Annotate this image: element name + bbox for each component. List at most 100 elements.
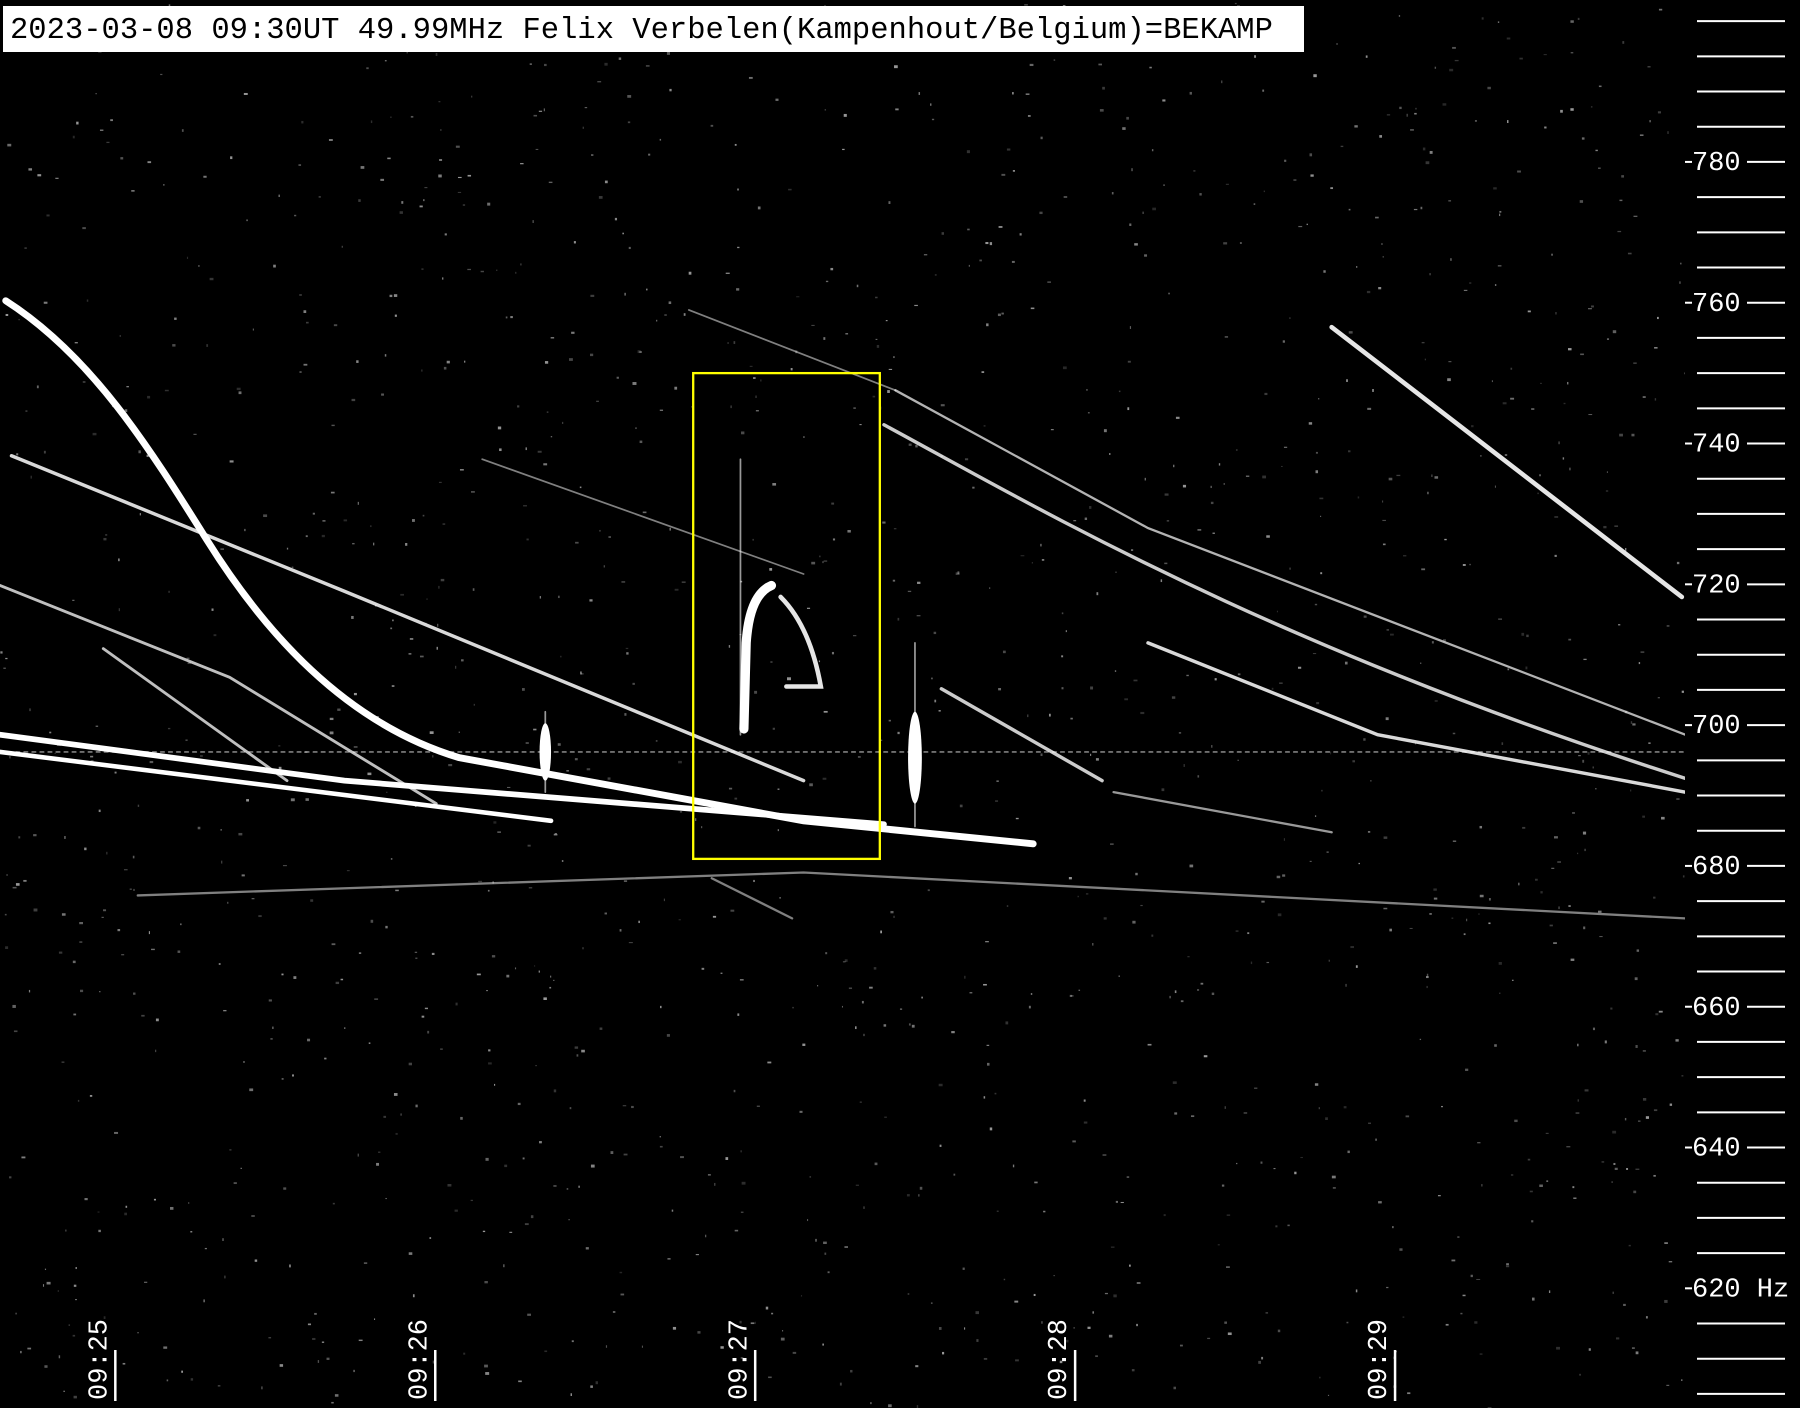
- noise-dot: [1666, 625, 1670, 627]
- noise-dot: [811, 324, 815, 326]
- noise-dot: [624, 292, 626, 296]
- noise-dot: [1548, 1290, 1551, 1294]
- noise-dot: [58, 951, 63, 954]
- noise-dot: [1012, 1164, 1015, 1168]
- noise-dot: [1314, 603, 1318, 606]
- noise-dot: [1664, 1299, 1668, 1303]
- noise-dot: [899, 1008, 903, 1010]
- noise-dot: [522, 1157, 525, 1160]
- noise-dot: [656, 319, 658, 322]
- noise-dot: [957, 571, 960, 574]
- noise-dot: [1173, 464, 1175, 468]
- noise-dot: [1331, 1175, 1336, 1179]
- noise-dot: [1110, 1246, 1115, 1248]
- noise-dot: [1476, 1278, 1481, 1280]
- noise-dot: [114, 771, 117, 774]
- noise-dot: [1366, 290, 1371, 294]
- noise-dot: [655, 739, 658, 742]
- noise-dot: [330, 491, 335, 494]
- chart-title: 2023-03-08 09:30UT 49.99MHz Felix Verbel…: [10, 14, 1273, 48]
- noise-dot: [981, 371, 985, 373]
- noise-dot: [1637, 1120, 1641, 1122]
- noise-dot: [351, 398, 356, 402]
- noise-dot: [893, 528, 897, 530]
- noise-dot: [1556, 1346, 1560, 1350]
- noise-dot: [1040, 136, 1043, 140]
- noise-dot: [1385, 717, 1389, 721]
- noise-dot: [218, 963, 221, 965]
- noise-dot: [800, 1295, 803, 1297]
- noise-dot: [1221, 1184, 1225, 1187]
- y-tick-label: 740: [1692, 431, 1741, 461]
- noise-dot: [1174, 990, 1177, 994]
- noise-dot: [1199, 193, 1202, 196]
- noise-dot: [1577, 1043, 1579, 1047]
- noise-dot: [1344, 661, 1348, 665]
- noise-dot: [612, 1310, 616, 1313]
- noise-dot: [543, 463, 548, 466]
- noise-dot: [1454, 59, 1459, 62]
- noise-dot: [121, 954, 125, 956]
- noise-dot: [385, 1197, 387, 1200]
- noise-dot: [3, 667, 6, 669]
- noise-dot: [1375, 1138, 1377, 1141]
- noise-dot: [1289, 567, 1291, 570]
- noise-dot: [1243, 1112, 1248, 1114]
- noise-dot: [352, 542, 355, 545]
- noise-dot: [623, 1153, 628, 1156]
- noise-dot: [792, 1351, 797, 1354]
- noise-dot: [1258, 1360, 1261, 1364]
- noise-dot: [54, 752, 56, 754]
- noise-dot: [975, 1311, 979, 1315]
- noise-dot: [841, 1005, 843, 1008]
- noise-dot: [674, 386, 678, 390]
- noise-dot: [1534, 878, 1538, 881]
- noise-dot: [1413, 208, 1418, 211]
- noise-dot: [1568, 638, 1572, 641]
- noise-dot: [525, 447, 527, 451]
- noise-dot: [279, 1364, 284, 1367]
- noise-dot: [619, 1271, 623, 1274]
- noise-dot: [487, 202, 491, 206]
- noise-dot: [1348, 450, 1351, 453]
- noise-dot: [753, 377, 756, 379]
- noise-dot: [18, 319, 20, 321]
- noise-dot: [1224, 1106, 1226, 1109]
- noise-dot: [1126, 116, 1129, 120]
- noise-layer: [0, 2, 1685, 1408]
- noise-dot: [787, 677, 791, 681]
- noise-dot: [599, 1027, 603, 1030]
- noise-dot: [103, 909, 107, 912]
- noise-dot: [1151, 934, 1154, 937]
- noise-dot: [392, 619, 394, 622]
- noise-dot: [370, 919, 374, 923]
- noise-dot: [1365, 55, 1368, 58]
- noise-dot: [1426, 973, 1429, 977]
- noise-dot: [368, 1042, 371, 1044]
- noise-dot: [459, 469, 464, 471]
- noise-dot: [1207, 1337, 1211, 1340]
- noise-dot: [95, 93, 97, 95]
- noise-dot: [544, 63, 547, 67]
- noise-dot: [831, 502, 835, 505]
- noise-dot: [1310, 174, 1314, 177]
- noise-dot: [132, 855, 135, 859]
- noise-dot: [1510, 397, 1515, 400]
- noise-dot: [1471, 425, 1474, 428]
- noise-dot: [1030, 307, 1035, 310]
- noise-dot: [415, 1104, 418, 1108]
- noise-dot: [1260, 1161, 1263, 1164]
- noise-dot: [736, 288, 740, 291]
- noise-dot: [1083, 1099, 1086, 1102]
- noise-dot: [1460, 1312, 1463, 1315]
- noise-dot: [1041, 1321, 1043, 1324]
- noise-dot: [341, 245, 343, 248]
- noise-dot: [155, 1018, 159, 1022]
- noise-dot: [1681, 1075, 1684, 1077]
- noise-dot: [200, 755, 203, 757]
- noise-dot: [1531, 408, 1535, 410]
- noise-dot: [561, 421, 564, 424]
- noise-dot: [1180, 1000, 1184, 1003]
- noise-dot: [12, 1004, 16, 1008]
- noise-dot: [400, 593, 404, 596]
